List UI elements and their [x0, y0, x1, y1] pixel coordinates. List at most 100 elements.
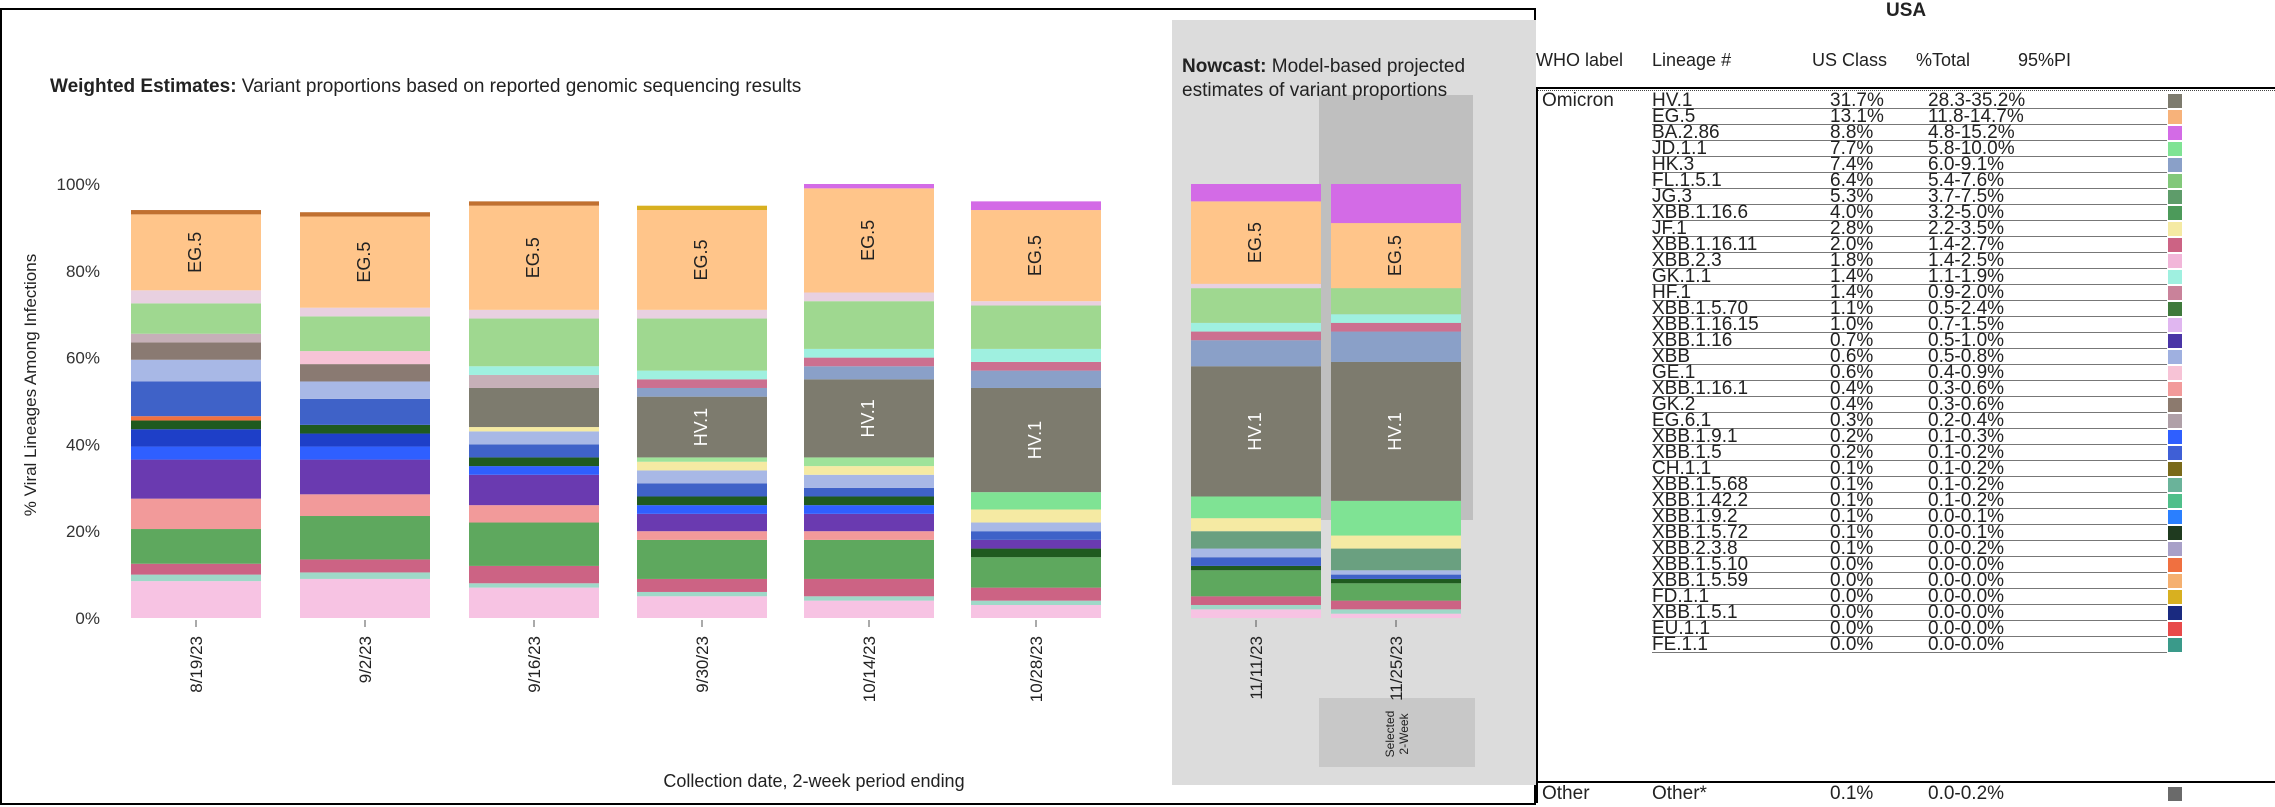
cell-total: 0.3% [1830, 410, 1874, 431]
bar-segment [804, 379, 934, 458]
cell-total: 1.4% [1830, 266, 1874, 287]
bar-segment [804, 496, 934, 506]
header-pi: 95%PI [2018, 50, 2072, 70]
bar-segment [131, 529, 261, 564]
table-row: JF.1 2.8% 2.2-3.5% [1536, 219, 2275, 238]
table-row: XBB.1.42.2 0.1% 0.1-0.2% [1536, 491, 2275, 510]
cell-pi: 4.8-15.2% [1928, 122, 2015, 143]
cell-pi: 0.7-1.5% [1928, 314, 2005, 335]
bar-segment [637, 596, 767, 618]
bar-segment [131, 429, 261, 447]
row-underline [1652, 620, 2167, 621]
bar-segment [131, 574, 261, 582]
selected-label-box [1319, 698, 1475, 767]
color-swatch [2168, 286, 2182, 300]
bar-segment [804, 184, 934, 189]
table-row: JG.3 5.3% 3.7-7.5% [1536, 187, 2275, 206]
bar-segment [637, 370, 767, 380]
cell-lineage: XBB.1.5.72 [1652, 522, 1749, 543]
bar-segment [1191, 548, 1321, 558]
table-row: XBB.1.16.15 1.0% 0.7-1.5% [1536, 314, 2275, 335]
cell-total: 0.4% [1830, 378, 1874, 399]
bar-segment [1331, 535, 1461, 549]
color-swatch [2168, 334, 2182, 348]
table-row: XBB.2.3.8 0.1% 0.0-0.2% [1536, 538, 2275, 559]
bar-segment [637, 496, 767, 506]
bar-segment [469, 366, 599, 375]
table-row: CH.1.1 0.1% 0.1-0.2% [1536, 458, 2275, 479]
cell-pi: 0.0-0.2% [1928, 783, 2005, 804]
bar-segment [804, 578, 934, 597]
color-swatch [2168, 254, 2182, 268]
row-underline [1652, 460, 2167, 461]
bar-segment [804, 505, 934, 514]
cell-total: 0.2% [1830, 442, 1874, 463]
cell-total: 1.4% [1830, 282, 1874, 303]
header-divider [1536, 87, 2275, 89]
color-swatch [2168, 110, 2182, 124]
cell-total: 8.8% [1830, 122, 1874, 143]
bar-segment [971, 201, 1101, 211]
bar-segment [1331, 500, 1461, 536]
cell-lineage: XBB.1.16.15 [1652, 314, 1759, 335]
bar-segment [469, 444, 599, 458]
row-underline [1652, 284, 2167, 285]
cell-total: 0.1% [1830, 474, 1874, 495]
cell-total: 0.0% [1830, 554, 1874, 575]
bar-segment [300, 494, 430, 517]
bar-segment [469, 522, 599, 566]
bar-segment [300, 351, 430, 365]
cell-lineage: CH.1.1 [1652, 458, 1712, 479]
bar-segment [1331, 223, 1461, 289]
header-us-class: US Class [1812, 50, 1888, 70]
bar-segment [971, 348, 1101, 362]
bar-segment [300, 424, 430, 434]
cell-total: 0.0% [1830, 618, 1874, 639]
row-underline [1652, 268, 2167, 269]
cell-pi: 0.0-0.1% [1928, 506, 2005, 527]
x-tick-label: 11/25/23 [1387, 636, 1406, 701]
bar-segment [1331, 184, 1461, 224]
color-swatch [2168, 526, 2182, 540]
bar-segment [804, 487, 934, 497]
table-row: EG.5 13.1% 11.8-14.7% [1536, 107, 2275, 126]
color-swatch [2168, 190, 2182, 204]
bar-segment [804, 348, 934, 358]
bar-segment [131, 381, 261, 417]
y-tick-label: 0% [75, 609, 100, 628]
color-swatch [2168, 606, 2182, 620]
cell-lineage: EU.1.1 [1652, 618, 1711, 639]
color-swatch [2168, 414, 2182, 428]
row-underline [1652, 444, 2167, 445]
table-row: FD.1.1 0.0% 0.0-0.0% [1536, 587, 2275, 606]
bar-segment [804, 457, 934, 467]
bar-segment [637, 205, 767, 211]
row-underline [1652, 508, 2167, 509]
bar-segment [971, 604, 1101, 618]
row-underline [1652, 652, 2167, 653]
bar-segment [637, 513, 767, 532]
color-swatch [2168, 270, 2182, 284]
cell-total: 0.1% [1830, 783, 1874, 804]
color-swatch [2168, 382, 2182, 396]
table-row: XBB.1.5.10 0.0% 0.0-0.0% [1536, 554, 2275, 575]
bar-segment [804, 357, 934, 367]
bar-segment [804, 596, 934, 601]
cell-pi: 0.0-0.0% [1928, 602, 2005, 623]
bar-segment [469, 374, 599, 388]
bar-segment [469, 587, 599, 618]
cell-total: 0.1% [1830, 538, 1874, 559]
color-swatch [2168, 590, 2182, 604]
bar-segment [971, 548, 1101, 558]
cell-lineage: HK.3 [1652, 154, 1695, 175]
cell-pi: 0.0-0.1% [1928, 522, 2005, 543]
cell-lineage: XBB.1.5.10 [1652, 554, 1749, 575]
nowcast-title-text-2: estimates of variant proportions [1182, 80, 1447, 101]
color-swatch [2168, 222, 2182, 236]
table-row: XBB.2.3 1.8% 1.4-2.5% [1536, 251, 2275, 270]
y-tick-label: 20% [66, 522, 100, 541]
bar-segment [637, 210, 767, 310]
nowcast-title-text-1: Model-based projected [1266, 56, 1465, 77]
cell-lineage: XBB.1.16.6 [1652, 202, 1749, 223]
bar-segment-label: HV.1 [858, 399, 878, 437]
